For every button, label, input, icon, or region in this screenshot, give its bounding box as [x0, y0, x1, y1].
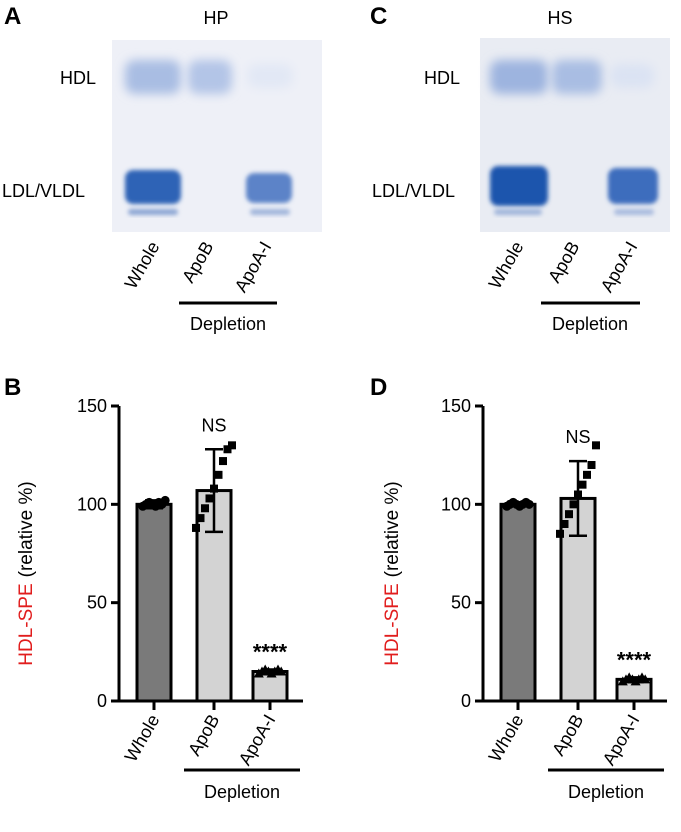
bar-chart-b: 0 50 100 150 HDL-SPE (relative %) Whole ApoB NS A… [16, 396, 303, 802]
lane-label-apob-a: ApoB [178, 238, 217, 286]
gel-title-hs: HS [547, 8, 572, 28]
lane-label-apoa-a: ApoA-I [231, 238, 276, 296]
data-point [556, 529, 564, 538]
data-point [565, 510, 573, 519]
annotation: NS [565, 427, 590, 447]
data-point [587, 461, 596, 469]
data-point [574, 490, 582, 499]
annotation: **** [617, 647, 652, 672]
band-label-ldl-a: LDL/VLDL [2, 181, 85, 201]
x-tick-label: Whole [485, 711, 528, 765]
data-point [228, 441, 236, 450]
y-axis-label-red: HDL-SPE [382, 583, 403, 665]
depletion-label: Depletion [204, 782, 280, 802]
annotation: NS [201, 415, 226, 435]
y-axis-label-rest: (relative %) [382, 481, 403, 577]
y-axis-label: HDL-SPE (relative %) [16, 481, 37, 665]
y-tick-label: 0 [461, 691, 471, 711]
y-tick-label: 50 [87, 593, 107, 613]
data-point [276, 666, 287, 676]
data-point [583, 470, 591, 479]
y-tick-label: 100 [441, 494, 471, 514]
lane-label-whole-a: Whole [121, 238, 164, 292]
y-tick-label: 0 [97, 691, 107, 711]
gel-band-hdl-apoa-hs [610, 64, 654, 88]
data-point [569, 500, 578, 509]
data-point [160, 495, 170, 505]
gel-image-hp [112, 40, 322, 232]
data-point [201, 504, 209, 513]
data-point [560, 520, 569, 528]
lane-label-apoa-c: ApoA-I [597, 238, 642, 296]
band-label-hdl-c: HDL [424, 68, 460, 88]
data-point [196, 514, 205, 523]
depletion-label-a: Depletion [190, 314, 266, 334]
data-point [205, 494, 214, 503]
panel-letter-a: A [4, 3, 21, 30]
panel-letter-c: C [370, 3, 387, 30]
bar-whole [499, 502, 537, 703]
data-point [210, 484, 218, 493]
y-tick-label: 100 [77, 494, 107, 514]
y-tick-label: 150 [77, 396, 107, 416]
gel-band-ldl-apoa-hs [608, 168, 658, 204]
x-tick-label: ApoA-I [235, 711, 280, 769]
x-tick-label: ApoB [548, 711, 587, 759]
y-tick-label: 150 [441, 396, 471, 416]
panel-letter-b: B [4, 374, 21, 401]
lane-label-apob-c: ApoB [544, 238, 583, 286]
gel-lane-labels-a: Whole ApoB ApoA-I [121, 238, 276, 296]
gel-band-ldl-whole [125, 170, 181, 204]
gel-band-ldl-whole-hs [490, 166, 548, 206]
band-label-hdl-a: HDL [60, 68, 96, 88]
bar-chart-d: 0 50 100 150 HDL-SPE (relative %) Whole ApoB NS A… [382, 396, 667, 802]
data-point [219, 457, 227, 466]
bar-whole [135, 502, 173, 703]
gel-band-hdl-apoa [247, 64, 293, 88]
gel-band-hdl-whole-hs [490, 60, 548, 94]
gel-band-ldl-apoa [246, 173, 292, 203]
data-point [192, 523, 200, 532]
gel-band-hdl-whole [125, 60, 181, 94]
data-point [592, 441, 600, 450]
depletion-label: Depletion [568, 782, 644, 802]
y-axis-label: HDL-SPE (relative %) [382, 481, 403, 665]
x-tick-label: Whole [121, 711, 164, 765]
x-tick-label: ApoB [184, 711, 223, 759]
band-label-ldl-c: LDL/VLDL [372, 181, 455, 201]
panel-letter-d: D [370, 374, 387, 401]
gel-lane-labels-c: Whole ApoB ApoA-I [485, 238, 642, 296]
depletion-label-c: Depletion [552, 314, 628, 334]
y-tick-label: 50 [451, 593, 471, 613]
y-axis-label-rest: (relative %) [16, 481, 37, 577]
gel-band-hdl-apob-hs [552, 60, 602, 94]
x-tick-label: ApoA-I [599, 711, 644, 769]
data-point [223, 445, 232, 454]
gel-band-hdl-apob [188, 60, 232, 94]
data-point [640, 674, 651, 684]
y-axis-label-red: HDL-SPE [16, 583, 37, 665]
data-point [578, 480, 587, 489]
lane-label-whole-c: Whole [485, 238, 528, 292]
gel-title-hp: HP [203, 8, 228, 28]
data-point [214, 470, 223, 479]
gel-image-hs [480, 38, 670, 232]
data-point [524, 499, 534, 509]
annotation: **** [253, 640, 288, 665]
